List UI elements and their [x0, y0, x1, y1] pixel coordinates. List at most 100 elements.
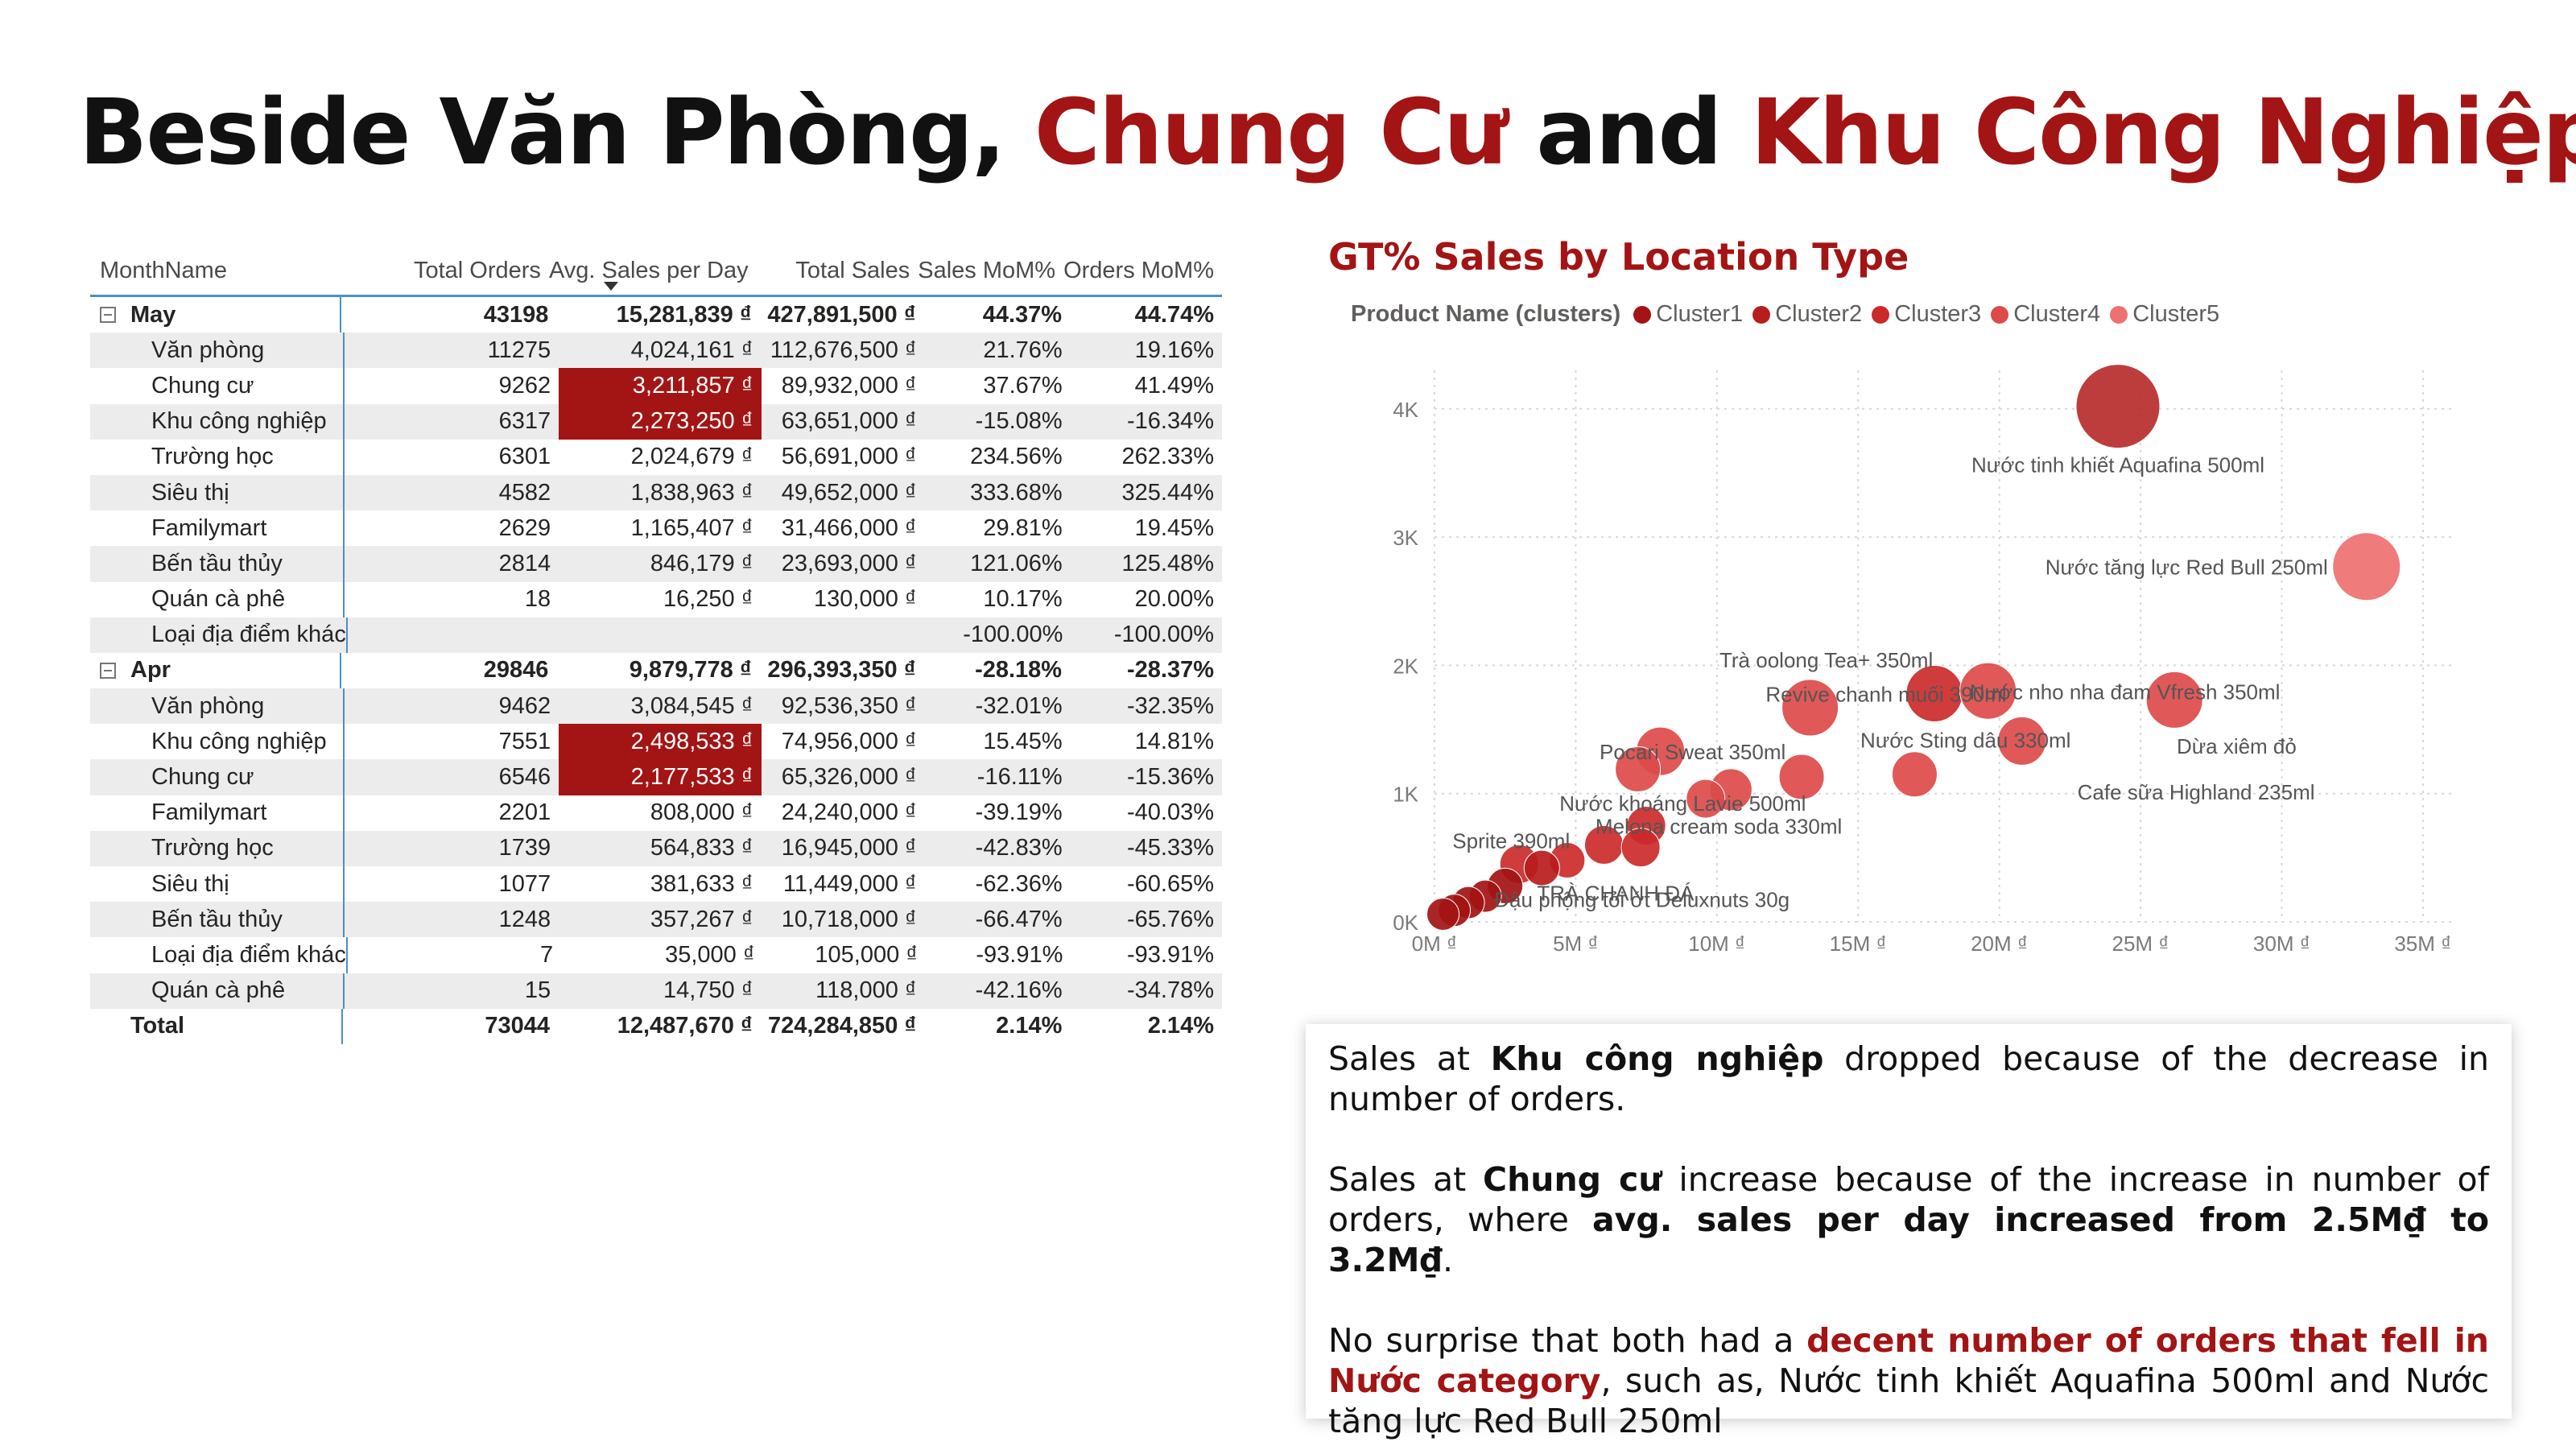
legend-item[interactable]: Cluster2 [1752, 301, 1862, 328]
data-label: Cafe sữa Highland 235ml [2078, 780, 2315, 804]
table-cell: 20.00% [1134, 586, 1214, 613]
column-header[interactable]: Sales MoM% [918, 257, 1056, 283]
table-cell: 724,284,850 ₫ [768, 1013, 917, 1039]
table-cell: 262.33% [1121, 444, 1215, 470]
legend-item[interactable]: Cluster4 [1991, 301, 2100, 328]
insight-text: increase because of the increase in numb… [1328, 1160, 2489, 1239]
data-point [1778, 754, 1825, 800]
insight-card: Sales at Khu công nghiệp dropped because… [1306, 1024, 2512, 1440]
table-cell: 2814 [498, 550, 551, 576]
table-cell: 7551 [498, 728, 551, 754]
table-cell: 2.14% [1147, 1013, 1214, 1039]
insight-paragraph-2: Sales at Chung cư increase because of th… [1328, 1159, 2489, 1280]
data-point [1997, 716, 2047, 766]
insight-text: dropped because of the decrease in numbe… [1328, 1039, 2490, 1118]
row-label: Bến tầu thủy [151, 906, 283, 932]
table-cell: 14,750 ₫ [663, 977, 753, 1004]
row-header-cell: Trường học [90, 439, 345, 475]
column-header[interactable]: Avg. Sales per Day [548, 257, 749, 283]
table-cell: 9462 [498, 692, 551, 719]
table-cell: 846,179 ₫ [650, 550, 753, 576]
table-cell: -42.16% [975, 977, 1063, 1004]
table-cell: 19.45% [1134, 514, 1214, 541]
table-cell: 4582 [498, 479, 551, 506]
collapse-icon[interactable] [100, 662, 116, 679]
row-header-cell: Trường học [90, 830, 345, 866]
table-cell: 29.81% [983, 514, 1063, 541]
row-header-cell: Bến tầu thủy [90, 546, 345, 582]
insight-text: Sales at [1328, 1160, 1483, 1199]
table-cell: -39.19% [975, 799, 1063, 826]
table-row: Bến tầu thủy 2814 846,179 ₫ 23,693,000 ₫ 121… [90, 546, 1222, 582]
data-point [1781, 679, 1839, 737]
table-cell: -42.83% [975, 835, 1063, 861]
insight-text: Sales at [1328, 1039, 1491, 1078]
table-cell [348, 618, 561, 653]
row-header-cell: Khu công nghiệp [90, 724, 345, 760]
data-point [1523, 849, 1560, 886]
legend-marker [2110, 305, 2128, 324]
table-cell [763, 618, 926, 653]
table-cell: 14.81% [1134, 728, 1214, 754]
data-label: TRÀ CHANH ĐÁ [1537, 882, 1695, 906]
table-total-row: Total 73044 12,487,670 ₫ 724,284,850 ₫ 2.14%… [90, 1008, 1222, 1044]
row-header-cell: Bến tầu thủy [90, 902, 345, 938]
table-header: MonthName Total Orders Avg. Sales per Day T… [90, 246, 1222, 297]
table-cell: 381,633 ₫ [650, 870, 753, 897]
table-cell: 125.48% [1121, 550, 1215, 576]
legend-marker [1991, 305, 2009, 324]
table-row: Siêu thị 4582 1,838,963 ₫ 49,652,000 ₫ 333.6… [90, 474, 1222, 511]
table-cell: 7 [540, 941, 554, 968]
table-cell: 65,326,000 ₫ [781, 764, 917, 791]
data-point [1615, 746, 1662, 792]
table-cell: 130,000 ₫ [814, 586, 917, 613]
table-cell: -60.65% [1126, 870, 1214, 897]
row-label: Quán cà phê [151, 977, 286, 1004]
y-tick-label: 3K [1393, 526, 1418, 550]
table-cell: 6546 [498, 764, 551, 791]
data-point [1686, 779, 1726, 819]
data-point [1620, 828, 1661, 868]
row-label: Quán cà phê [151, 586, 286, 613]
table-cell: -28.18% [975, 657, 1063, 684]
table-cell: 2,498,533 ₫ [559, 724, 762, 760]
x-tick-label: 15M ₫ [1830, 932, 1887, 956]
table-row: Chung cư 6546 2,177,533 ₫ 65,326,000 ₫ -16.1… [90, 759, 1222, 795]
legend-item[interactable]: Cluster3 [1872, 301, 1981, 328]
table-cell: 1077 [498, 870, 551, 897]
table-cell: 357,267 ₫ [650, 906, 753, 932]
data-label: Dừa xiêm đỏ [2177, 734, 2297, 758]
row-label: Chung cư [151, 372, 254, 399]
table-cell: 43198 [483, 301, 549, 328]
row-header-cell: Văn phòng [90, 333, 345, 369]
insight-paragraph-3: No surprise that both had a decent numbe… [1328, 1320, 2489, 1441]
table-cell: 2.14% [996, 1013, 1063, 1039]
row-label: Familymart [151, 514, 267, 541]
collapse-icon[interactable] [100, 307, 116, 324]
table-cell: 23,693,000 ₫ [781, 550, 917, 576]
data-label: Nước tăng lực Red Bull 250ml [2046, 556, 2328, 580]
table-cell: 564,833 ₫ [650, 835, 753, 861]
table-row: Trường học 1739 564,833 ₫ 16,945,000 ₫ -42.8… [90, 830, 1222, 866]
table-row: Quán cà phê 15 14,750 ₫ 118,000 ₫ -42.16% -34… [90, 973, 1222, 1009]
column-header[interactable]: Total Orders [413, 257, 541, 283]
insight-emphasis: avg. sales per day increased from 2.5M₫ … [1328, 1200, 2489, 1279]
table-row: Bến tầu thủy 1248 357,267 ₫ 10,718,000 ₫ -66… [90, 902, 1222, 938]
row-header-cell: Khu công nghiệp [90, 403, 345, 440]
legend-marker [1752, 305, 1771, 324]
y-tick-label: 1K [1393, 783, 1418, 807]
legend-item[interactable]: Cluster1 [1633, 301, 1743, 328]
legend-item[interactable]: Cluster5 [2110, 301, 2219, 328]
table-cell: 74,956,000 ₫ [781, 728, 917, 754]
table-cell: -66.47% [975, 906, 1063, 932]
table-cell: 10,718,000 ₫ [781, 906, 917, 932]
table-cell: 234.56% [970, 444, 1063, 470]
matrix-table: MonthName Total Orders Avg. Sales per Day T… [90, 246, 1222, 1044]
sort-descending-icon[interactable] [604, 282, 618, 291]
column-header[interactable]: MonthName [100, 257, 227, 283]
column-header[interactable]: Orders MoM% [1063, 257, 1214, 283]
table-cell: 56,691,000 ₫ [781, 444, 917, 470]
column-header[interactable]: Total Sales [795, 257, 910, 283]
row-label: Siêu thị [151, 870, 229, 897]
page-title: Beside Văn Phòng, Chung Cư and Khu Công … [79, 81, 2576, 185]
